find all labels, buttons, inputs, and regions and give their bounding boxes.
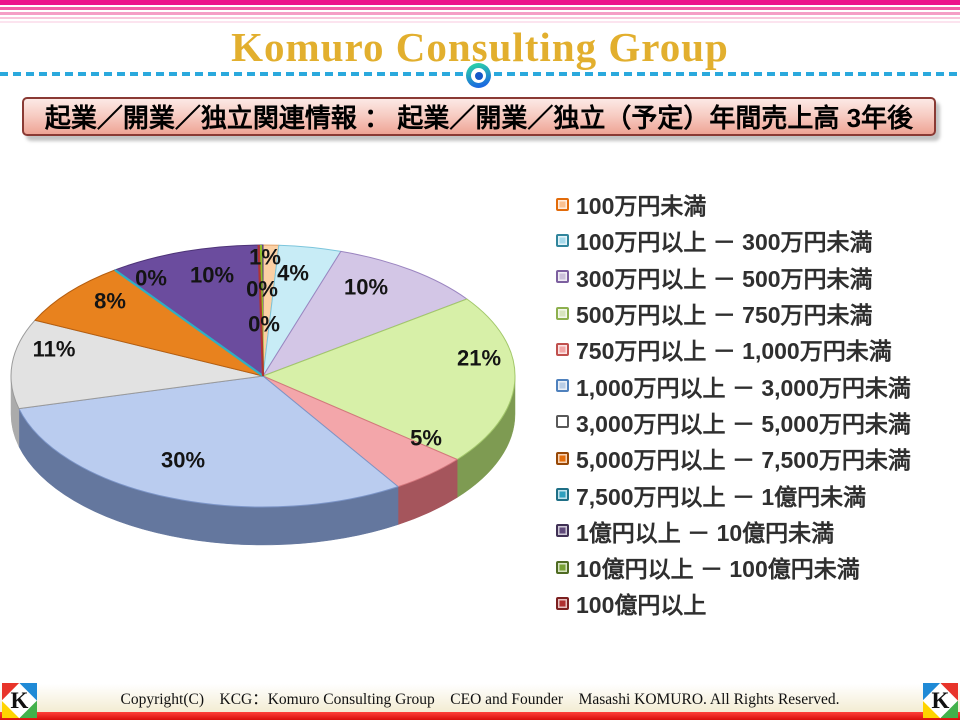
- pie-slice: [34, 269, 264, 377]
- legend-label: 300万円以上 － 500万円未満: [576, 265, 873, 292]
- legend-label: 750万円以上 － 1,000万円未満: [576, 338, 892, 365]
- logo-letter: K: [931, 687, 950, 713]
- legend-item: 1億円以上 － 10億円未満: [556, 513, 911, 549]
- pie-slice: [18, 375, 399, 508]
- legend-item: 100万円未満: [556, 186, 911, 222]
- footer: Copyright(C) KCG：Komuro Consulting Group…: [0, 684, 960, 712]
- pie-label: 5%: [410, 426, 442, 451]
- legend-item: 500万円以上 － 750万円未満: [556, 295, 911, 331]
- legend-item: 750万円以上 － 1,000万円未満: [556, 331, 911, 367]
- pie-label: 4%: [277, 261, 309, 286]
- legend-swatch: [556, 524, 569, 538]
- legend-item: 3,000万円以上 － 5,000万円未満: [556, 404, 911, 440]
- pie-label: 0%: [246, 277, 278, 302]
- pie-label: 0%: [135, 266, 167, 291]
- pie-label: 30%: [161, 448, 205, 473]
- header-stripes: [0, 0, 960, 24]
- legend-swatch: [556, 415, 569, 429]
- legend-swatch: [556, 270, 569, 284]
- pie-slice: [262, 250, 468, 377]
- legend-label: 10億円以上 － 100億円未満: [576, 556, 860, 583]
- legend-label: 100億円以上: [576, 592, 707, 619]
- legend-swatch: [556, 451, 569, 465]
- pie-slice: [262, 298, 516, 461]
- legend-swatch: [556, 560, 569, 574]
- topic-banner: 起業／開業／独立関連情報 ： 起業／開業／独立（予定）年間売上高 3年後: [22, 97, 936, 136]
- chart-legend: 100万円未満 100万円以上 － 300万円未満 300万円以上 － 500万円未…: [556, 186, 911, 622]
- pie-label: 10%: [344, 275, 388, 300]
- legend-label: 500万円以上 － 750万円未満: [576, 302, 873, 329]
- legend-label: 1億円以上 － 10億円未満: [576, 519, 835, 546]
- footer-red-bar: [0, 712, 960, 720]
- legend-item: 7,500万円以上 － 1億円未満: [556, 476, 911, 512]
- legend-swatch: [556, 306, 569, 320]
- legend-swatch: [556, 596, 569, 610]
- legend-item: 5,000万円以上 － 7,500万円未満: [556, 440, 911, 476]
- legend-item: 1,000万円以上 － 3,000万円未満: [556, 367, 911, 403]
- kcg-logo-right: K: [923, 683, 958, 718]
- page-title: Komuro Consulting Group: [231, 24, 729, 70]
- legend-label: 5,000万円以上 － 7,500万円未満: [576, 447, 911, 474]
- pie-sliver: [114, 269, 264, 377]
- legend-label: 100万円以上 － 300万円未満: [576, 229, 873, 256]
- legend-swatch: [556, 197, 569, 211]
- legend-label: 1,000万円以上 － 3,000万円未満: [576, 374, 911, 401]
- pie-label: 0%: [248, 312, 280, 337]
- legend-label: 100万円未満: [576, 193, 707, 220]
- topic-banner-text: 起業／開業／独立関連情報 ： 起業／開業／独立（予定）年間売上高 3年後: [44, 103, 914, 133]
- legend-swatch: [556, 233, 569, 247]
- pie-label: 21%: [457, 346, 501, 371]
- legend-label: 7,500万円以上 － 1億円未満: [576, 483, 867, 510]
- kcg-logo-left: K: [2, 683, 37, 718]
- legend-swatch: [556, 342, 569, 356]
- legend-item: 100億円以上: [556, 585, 911, 621]
- legend-swatch: [556, 488, 569, 502]
- legend-swatch: [556, 379, 569, 393]
- pie-label: 8%: [94, 289, 126, 314]
- legend-label: 3,000万円以上 － 5,000万円未満: [576, 410, 911, 437]
- legend-item: 10億円以上 － 100億円未満: [556, 549, 911, 585]
- copyright-text: Copyright(C) KCG：Komuro Consulting Group…: [120, 691, 840, 708]
- logo-letter: K: [10, 687, 29, 713]
- pie-label: 10%: [190, 263, 234, 288]
- pie-slice: [10, 319, 264, 410]
- pie-label: 11%: [33, 337, 76, 362]
- legend-item: 100万円以上 － 300万円未満: [556, 222, 911, 258]
- legend-item: 300万円以上 － 500万円未満: [556, 259, 911, 295]
- pie-sliver: [257, 244, 265, 377]
- bullseye-icon: [466, 63, 491, 88]
- pie-label: 1%: [249, 245, 281, 270]
- pie-slice: [114, 244, 264, 377]
